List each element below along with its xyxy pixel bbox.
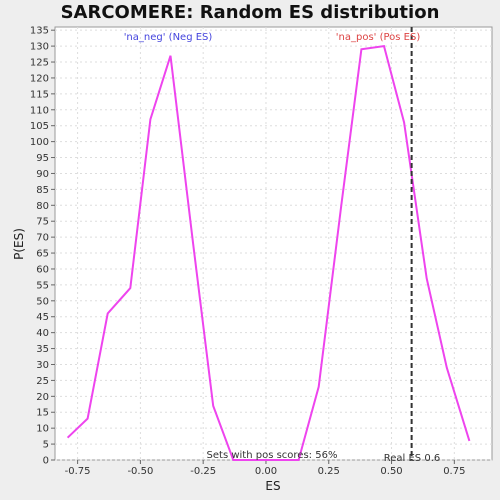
y-tick-label: 130 bbox=[30, 42, 49, 53]
chart-title: SARCOMERE: Random ES distribution bbox=[61, 2, 440, 23]
y-tick-label: 20 bbox=[36, 392, 49, 403]
y-tick-label: 50 bbox=[36, 296, 49, 307]
y-tick-label: 105 bbox=[30, 121, 49, 132]
y-tick-label: 65 bbox=[36, 249, 49, 260]
x-tick-label: 0.50 bbox=[380, 466, 402, 477]
y-tick-label: 120 bbox=[30, 73, 49, 84]
y-tick-label: 70 bbox=[36, 233, 49, 244]
plot-area bbox=[54, 26, 493, 461]
y-tick-label: 40 bbox=[36, 328, 49, 339]
y-tick-label: 85 bbox=[36, 185, 49, 196]
y-tick-label: 60 bbox=[36, 264, 49, 275]
y-tick-label: 75 bbox=[36, 217, 49, 228]
y-tick-label: 95 bbox=[36, 153, 49, 164]
x-tick-label: 0.75 bbox=[443, 466, 465, 477]
legend-neg-es: 'na_neg' (Neg ES) bbox=[124, 32, 213, 43]
pos-scores-annotation: Sets with pos scores: 56% bbox=[207, 450, 338, 461]
x-axis-ticks: -0.75 -0.50 -0.25 0.00 0.25 0.50 0.75 bbox=[65, 460, 465, 477]
y-tick-label: 115 bbox=[30, 89, 49, 100]
y-tick-label: 45 bbox=[36, 312, 49, 323]
series-line-es-distribution bbox=[66, 44, 471, 461]
y-tick-label: 5 bbox=[43, 440, 49, 451]
y-tick-label: 15 bbox=[36, 408, 49, 419]
y-axis-ticks: 0 5 10 15 20 25 30 35 40 45 50 55 60 65 70 75 80 85 90 95 10… bbox=[30, 26, 55, 467]
y-tick-label: 135 bbox=[30, 26, 49, 37]
y-tick-label: 35 bbox=[36, 344, 49, 355]
y-tick-label: 80 bbox=[36, 201, 49, 212]
y-tick-label: 110 bbox=[30, 105, 49, 116]
y-tick-label: 0 bbox=[43, 456, 49, 467]
x-tick-label: 0.00 bbox=[255, 466, 277, 477]
real-es-label: Real ES 0.6 bbox=[384, 453, 440, 464]
x-tick-label: -0.50 bbox=[127, 466, 153, 477]
y-tick-label: 10 bbox=[36, 424, 49, 435]
y-tick-label: 100 bbox=[30, 137, 49, 148]
y-tick-label: 55 bbox=[36, 280, 49, 291]
y-tick-label: 125 bbox=[30, 58, 49, 69]
y-tick-label: 90 bbox=[36, 169, 49, 180]
y-axis-label: P(ES) bbox=[12, 228, 26, 260]
x-axis-label: ES bbox=[265, 479, 280, 493]
x-tick-label: -0.25 bbox=[190, 466, 216, 477]
x-tick-label: 0.25 bbox=[318, 466, 340, 477]
grid-lines bbox=[55, 27, 492, 461]
y-tick-label: 25 bbox=[36, 376, 49, 387]
legend-pos-es: 'na_pos' (Pos ES) bbox=[336, 32, 421, 43]
y-tick-label: 30 bbox=[36, 360, 49, 371]
x-tick-label: -0.75 bbox=[65, 466, 91, 477]
